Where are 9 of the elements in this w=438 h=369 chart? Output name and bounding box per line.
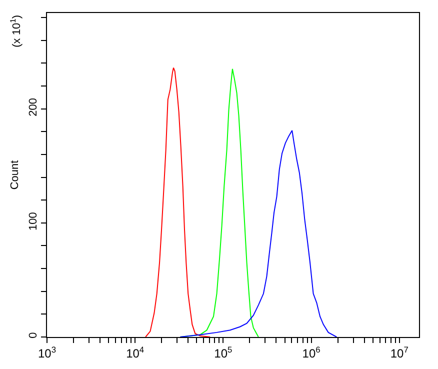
y-tick-label: 0 [28,332,40,338]
y-tick-label: 100 [28,212,40,230]
y-axis-title: Count [9,160,22,190]
x-tick-label: 10$^{5}$ [214,344,233,360]
x-tick-label: 10$^{7}$ [390,344,409,360]
x-tick-label: 10$^{4}$ [126,344,144,360]
x-tick-label: 10$^{6}$ [302,344,321,360]
x-tick-label: 10$^{3}$ [38,344,56,360]
y-tick-label: 200 [28,98,40,116]
